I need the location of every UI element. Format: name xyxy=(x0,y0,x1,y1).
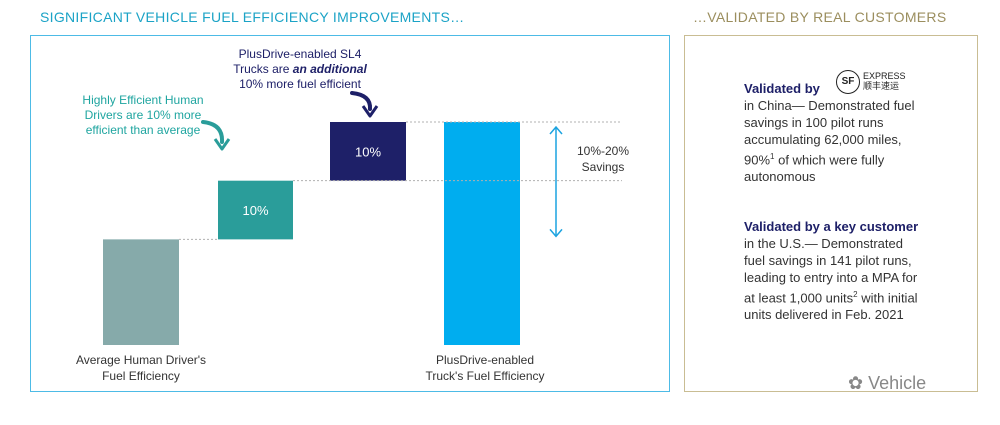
footnote-marker: 1 xyxy=(770,152,775,161)
validation-body-line: savings in 100 pilot runs xyxy=(744,115,884,130)
savings-label: 10%-20% Savings xyxy=(568,143,638,175)
validation-block-us: Validated by a key customer in the U.S.—… xyxy=(744,218,964,323)
callout-plus-line: PlusDrive-enabled SL4 xyxy=(238,47,362,61)
right-section-title: …VALIDATED BY REAL CUSTOMERS xyxy=(693,9,947,25)
chart-bar xyxy=(103,239,179,345)
sf-express-logo: SF EXPRESS 顺丰速运 xyxy=(836,68,906,96)
validation-block-china: Validated by in China— Demonstrated fuel… xyxy=(744,80,964,185)
sf-logo-wordmark: EXPRESS 顺丰速运 xyxy=(863,71,906,91)
callout-arrow-head xyxy=(361,105,379,118)
savings-arrow-head xyxy=(549,125,563,135)
validation-body-line: fuel savings in 141 pilot runs, xyxy=(744,253,912,268)
validation-text: of which were fully xyxy=(774,152,885,168)
chart-bar xyxy=(218,180,293,240)
callout-arrow-head xyxy=(213,138,231,151)
bar-value-label: 10% xyxy=(242,203,268,218)
callout-human-line: efficient than average xyxy=(85,123,201,137)
callout-plus-line: 10% more fuel efficient xyxy=(239,77,361,91)
validation-body-line: in China— Demonstrated fuel xyxy=(744,98,915,113)
callout-plusdrive: PlusDrive-enabled SL4 Trucks are an addi… xyxy=(200,47,400,92)
category-label-line: Fuel Efficiency xyxy=(102,369,180,383)
chart-bar xyxy=(444,122,520,345)
validation-text: with initial xyxy=(857,290,918,306)
callout-plus-text: Trucks are xyxy=(233,62,293,76)
callout-human-drivers: Highly Efficient Human Drivers are 10% m… xyxy=(68,93,218,138)
sf-logo-text: EXPRESS xyxy=(863,71,906,81)
validation-title: Validated by xyxy=(744,81,820,96)
bar-value-label: 10% xyxy=(355,144,381,159)
watermark-text: Vehicle xyxy=(868,373,927,393)
savings-label-line: Savings xyxy=(581,160,625,174)
callout-human-line: Highly Efficient Human xyxy=(82,93,204,107)
category-label-line: PlusDrive-enabled xyxy=(435,353,535,367)
validation-body-line: in the U.S.— Demonstrated xyxy=(744,236,903,251)
sf-logo-text: 顺丰速运 xyxy=(863,81,900,91)
validation-body-line: leading to entry into a MPA for xyxy=(744,270,918,285)
savings-arrow-head xyxy=(549,228,563,238)
category-label-human: Average Human Driver's Fuel Efficiency xyxy=(56,352,226,384)
validation-body-line: units delivered in Feb. 2021 xyxy=(744,307,904,323)
watermark: ✿ Vehicle xyxy=(848,373,926,394)
category-label-line: Truck's Fuel Efficiency xyxy=(425,369,545,383)
validation-panel xyxy=(684,35,978,392)
category-label-plusdrive: PlusDrive-enabled Truck's Fuel Efficienc… xyxy=(400,352,570,384)
validation-body-line: autonomous xyxy=(744,169,816,185)
callout-arrow-curve xyxy=(350,91,373,111)
category-label-line: Average Human Driver's xyxy=(75,353,207,367)
left-section-title: SIGNIFICANT VEHICLE FUEL EFFICIENCY IMPR… xyxy=(40,9,465,25)
savings-label-line: 10%-20% xyxy=(576,144,630,158)
footnote-marker: 2 xyxy=(853,290,858,299)
validation-body-line: 90%1 of which were fully xyxy=(744,148,964,168)
validation-text: 90% xyxy=(744,152,771,168)
validation-title: Validated by a key customer xyxy=(744,219,919,234)
callout-human-line: Drivers are 10% more xyxy=(84,108,202,122)
callout-arrow-curve xyxy=(201,120,225,144)
chart-panel xyxy=(30,35,670,392)
validation-text: at least 1,000 units xyxy=(744,290,854,306)
callout-plus-line: Trucks are an additional xyxy=(200,62,400,77)
callout-plus-emphasis: an additional xyxy=(292,62,367,76)
sf-logo-mark: SF xyxy=(836,70,860,94)
chart-bar xyxy=(330,122,406,181)
validation-body-line: accumulating 62,000 miles, xyxy=(744,132,902,147)
wechat-icon: ✿ xyxy=(848,373,869,393)
validation-body-line: at least 1,000 units2 with initial xyxy=(744,286,964,306)
